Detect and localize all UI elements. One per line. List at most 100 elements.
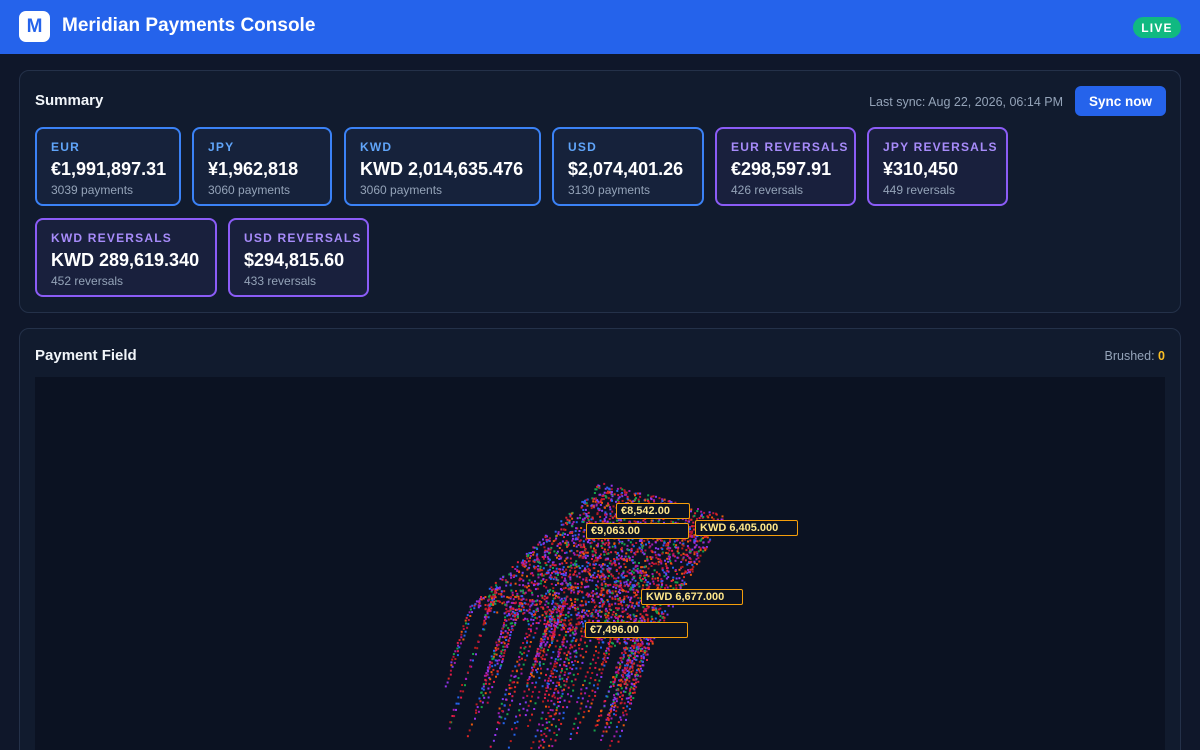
- card-value: ¥310,450: [883, 159, 959, 179]
- payment-point: [563, 570, 566, 573]
- payment-point: [639, 648, 642, 651]
- payment-label: KWD 6,405.000: [695, 520, 798, 536]
- payment-point: [600, 570, 603, 573]
- payment-point: [576, 550, 579, 553]
- payment-point: [486, 610, 489, 613]
- payment-point: [565, 516, 568, 519]
- payment-point: [589, 639, 592, 642]
- payment-point: [536, 557, 539, 560]
- payment-point: [509, 704, 511, 707]
- payment-point: [550, 642, 553, 644]
- payment-point: [575, 563, 578, 566]
- payment-point: [585, 603, 587, 606]
- payment-point: [572, 664, 575, 666]
- payment-point: [547, 679, 550, 682]
- payment-point: [476, 647, 479, 650]
- payment-point: [645, 543, 647, 546]
- payment-point: [546, 596, 549, 599]
- payment-point: [694, 537, 697, 540]
- payment-point: [524, 591, 527, 594]
- payment-point: [558, 563, 561, 566]
- payment-point: [614, 598, 617, 601]
- payment-point: [588, 569, 591, 572]
- payment-point: [510, 596, 513, 599]
- payment-point: [487, 598, 490, 601]
- payment-point: [592, 658, 595, 661]
- payment-point: [566, 595, 569, 598]
- payment-point: [549, 634, 552, 637]
- payment-point: [572, 563, 575, 566]
- payment-point: [546, 538, 549, 541]
- payment-point: [534, 616, 537, 619]
- payment-point: [578, 530, 581, 532]
- payment-point: [693, 546, 696, 549]
- payment-point: [531, 599, 534, 602]
- payment-field-canvas[interactable]: €8,542.00 €9,063.00 KWD 6,405.000 KWD 6,…: [35, 377, 1165, 750]
- payment-point: [484, 678, 487, 681]
- payment-point: [493, 680, 495, 683]
- payment-point: [618, 588, 621, 591]
- payment-point: [536, 582, 539, 585]
- payment-point: [643, 651, 646, 654]
- payment-point: [551, 695, 554, 698]
- payment-point: [569, 576, 572, 579]
- payment-point: [554, 593, 557, 596]
- payment-point: [555, 576, 558, 579]
- payment-point: [620, 519, 622, 522]
- payment-point: [485, 674, 488, 677]
- payment-point: [618, 554, 620, 557]
- payment-point: [651, 561, 654, 564]
- payment-point: [587, 570, 590, 573]
- payment-point: [560, 620, 562, 623]
- payment-point: [575, 632, 578, 635]
- payment-point: [498, 722, 501, 725]
- payment-point: [489, 678, 492, 681]
- payment-point: [575, 527, 578, 530]
- payment-point: [565, 597, 567, 600]
- payment-point: [503, 590, 506, 593]
- payment-point: [615, 558, 618, 561]
- payment-point: [460, 696, 463, 699]
- payment-point: [683, 572, 686, 575]
- payment-point: [465, 616, 468, 619]
- payment-point: [646, 538, 649, 541]
- payment-point: [657, 553, 660, 556]
- sync-now-button[interactable]: Sync now: [1075, 86, 1166, 116]
- payment-point: [511, 628, 514, 631]
- payment-point: [475, 600, 478, 603]
- payment-point: [457, 702, 460, 705]
- payment-point: [596, 620, 599, 622]
- payment-point: [616, 552, 619, 554]
- payment-point: [669, 538, 672, 541]
- payment-point: [625, 574, 628, 577]
- payment-point: [515, 613, 518, 616]
- payment-point: [553, 618, 556, 620]
- payment-point: [587, 595, 590, 598]
- payment-point: [564, 617, 567, 619]
- payment-point: [474, 646, 477, 649]
- payment-point: [505, 635, 508, 638]
- payment-point: [509, 607, 512, 610]
- payment-point: [564, 634, 567, 637]
- payment-point: [592, 590, 595, 593]
- payment-point: [575, 627, 578, 630]
- payment-point: [509, 584, 512, 587]
- payment-point: [603, 601, 606, 603]
- payment-point: [586, 517, 589, 520]
- payment-point: [596, 687, 599, 690]
- payment-point: [675, 584, 678, 587]
- payment-point: [581, 635, 583, 638]
- payment-point: [650, 549, 653, 552]
- payment-field-plot[interactable]: [35, 377, 1165, 750]
- payment-point: [561, 601, 563, 604]
- payment-point: [609, 512, 612, 515]
- payment-point: [505, 584, 508, 587]
- payment-point: [562, 644, 565, 647]
- payment-point: [570, 604, 573, 607]
- payment-point: [569, 652, 572, 655]
- payment-point: [574, 570, 576, 573]
- payment-point: [655, 610, 658, 613]
- payment-point: [691, 548, 694, 551]
- payment-point: [622, 671, 625, 674]
- payment-point: [553, 669, 556, 672]
